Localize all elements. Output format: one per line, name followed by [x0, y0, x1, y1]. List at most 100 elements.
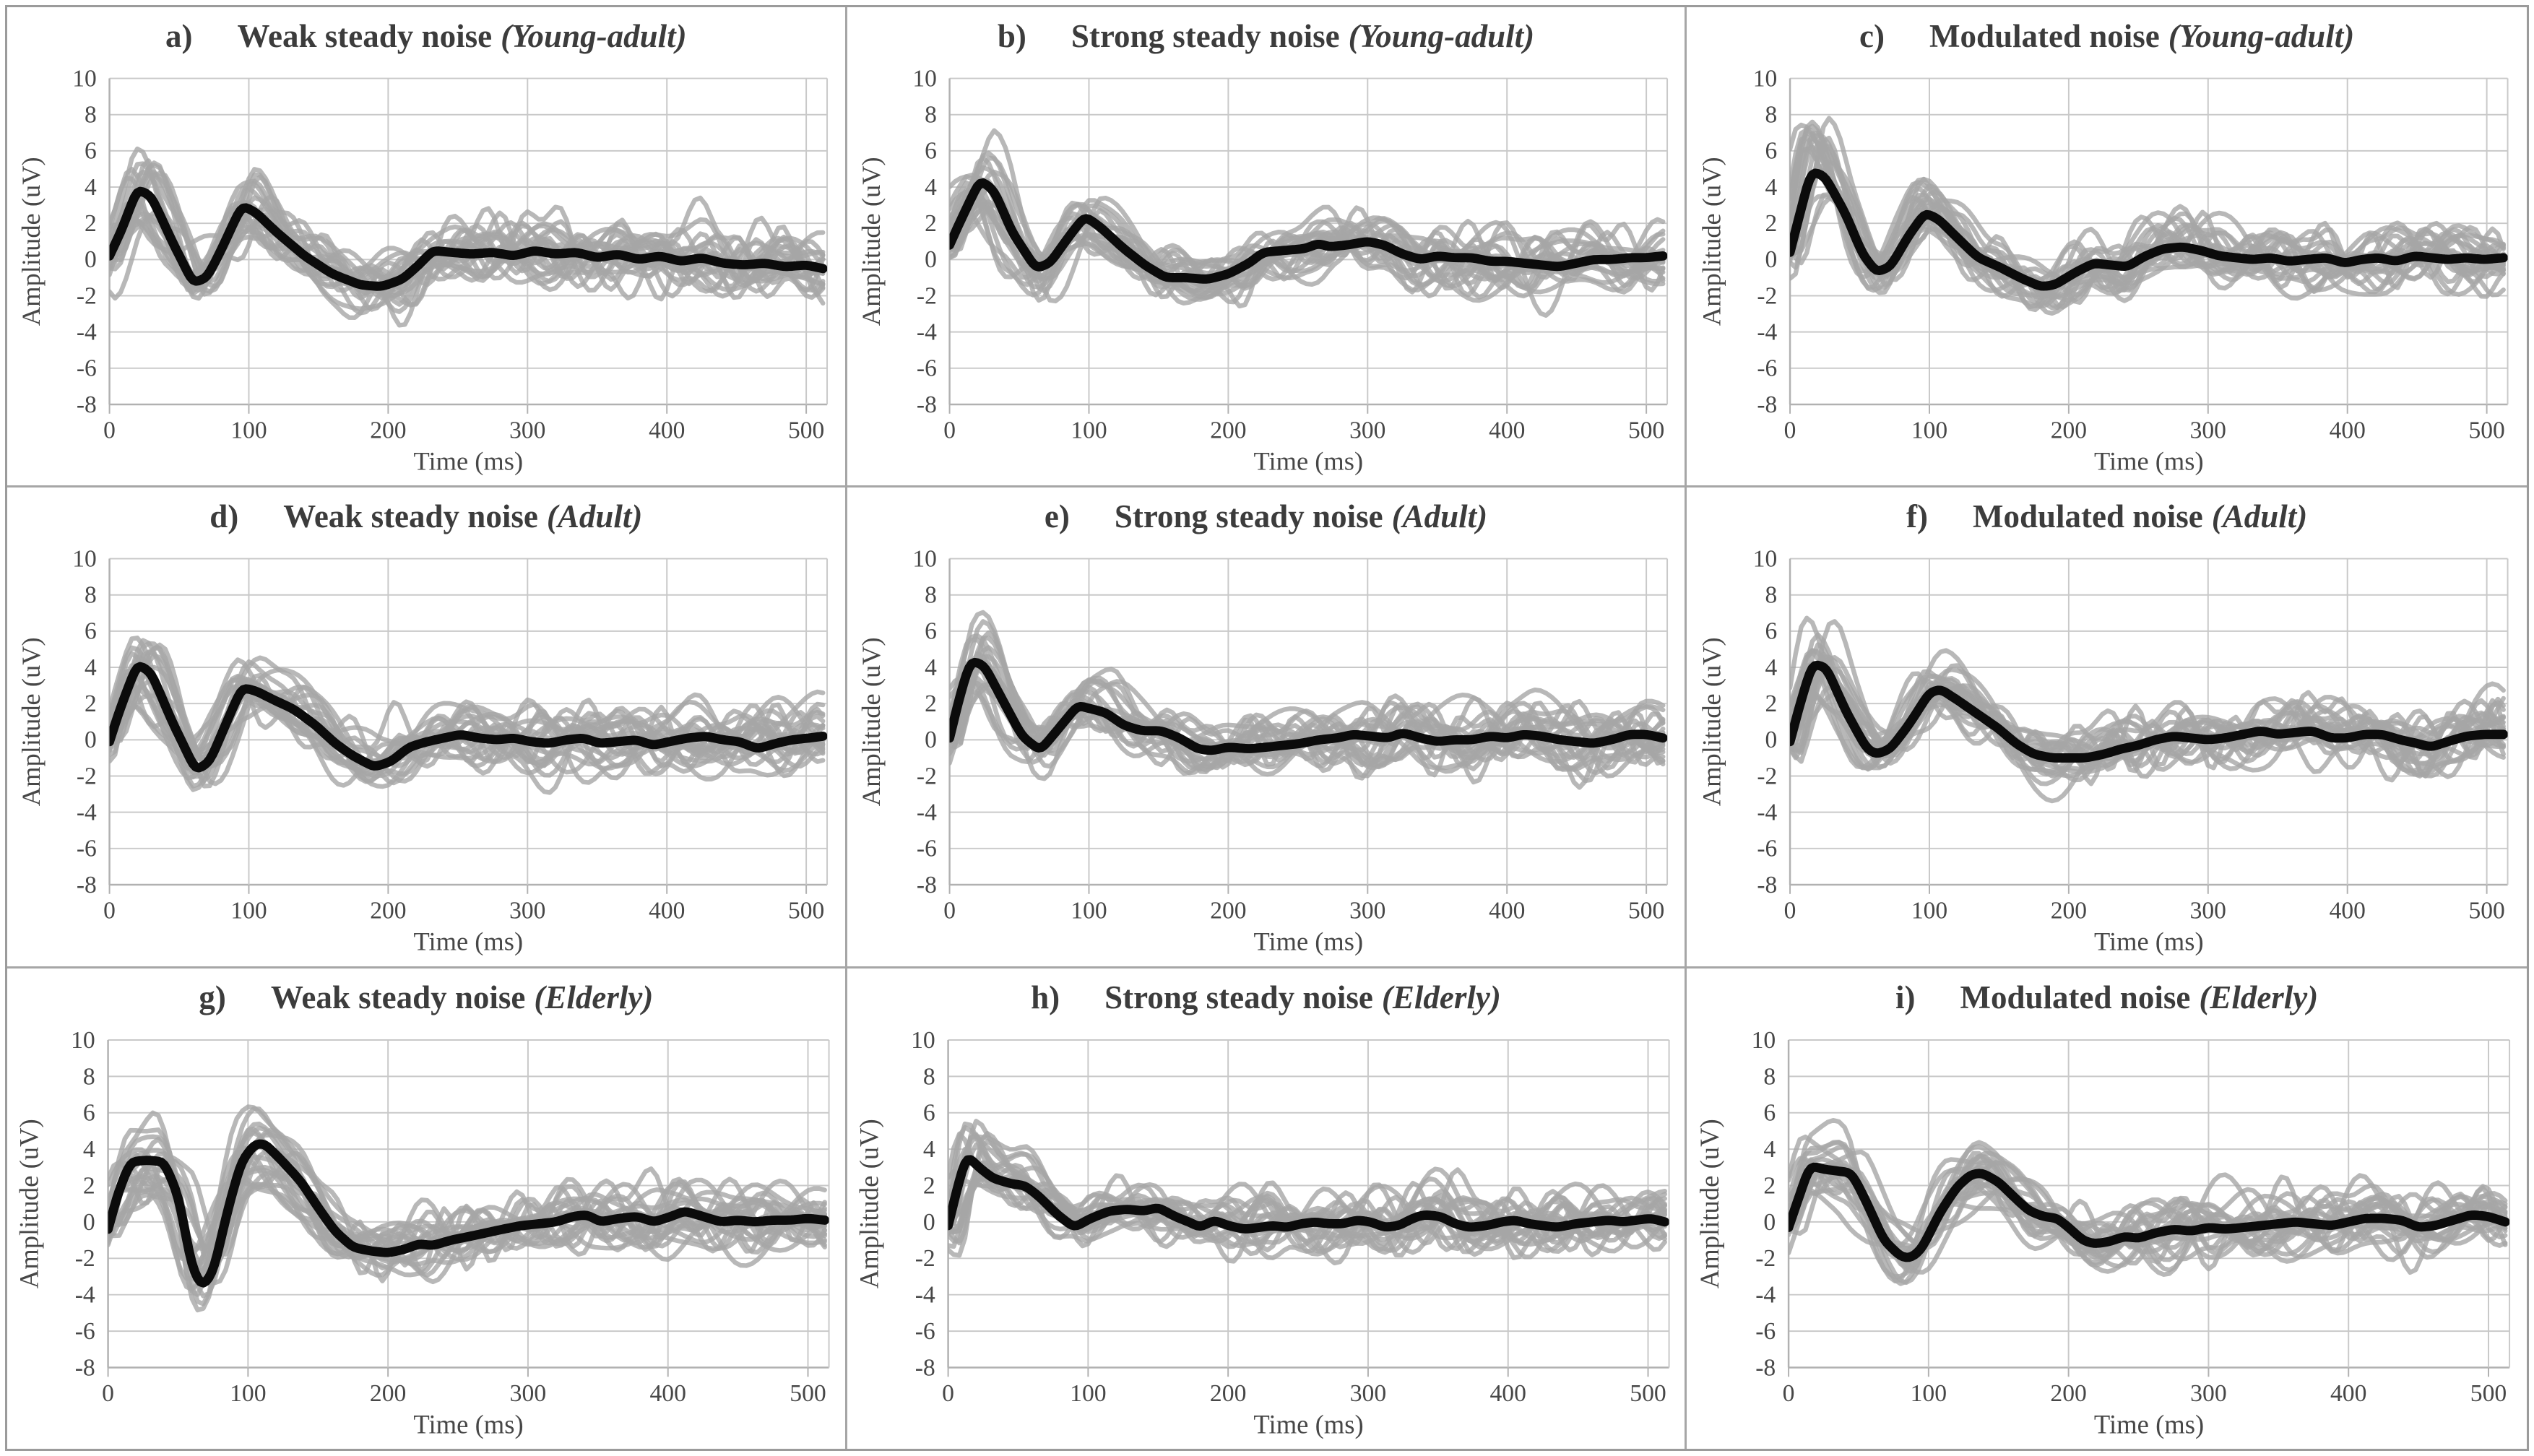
y-tick-label: 2	[1764, 1172, 1776, 1199]
single-trial-trace	[108, 1147, 827, 1286]
individual-traces	[1789, 1117, 2508, 1286]
x-tick-label: 0	[943, 898, 956, 924]
x-tick-label: 500	[2469, 898, 2505, 924]
y-tick-label: 0	[1765, 246, 1778, 273]
x-tick-label: 400	[2330, 417, 2366, 443]
y-tick-label: -4	[917, 318, 937, 345]
y-tick-label: -8	[914, 1354, 935, 1381]
x-tick-label: 100	[1071, 417, 1107, 443]
panel-g: 10 8 6 4 2 0 -2 -4 -6 -8 0 100 200 300 400 500 Amplitude…	[7, 968, 847, 1449]
x-tick-label: 200	[2051, 417, 2087, 443]
panel-e: 10 8 6 4 2 0 -2 -4 -6 -8 0 100 200 300 400 500 Amplitude…	[847, 488, 1687, 968]
x-tick-label: 300	[509, 898, 545, 924]
individual-traces	[108, 1104, 827, 1312]
grand-average-trace	[948, 1155, 1669, 1234]
y-axis-title: Amplitude (uV)	[14, 1119, 44, 1288]
x-tick-label: 300	[510, 1380, 546, 1407]
y-tick-label: 8	[1765, 102, 1778, 129]
y-tick-label: 10	[1753, 65, 1778, 92]
panel-h: 10 8 6 4 2 0 -2 -4 -6 -8 0 100 200 300 400 500 Amplitude…	[847, 968, 1687, 1449]
y-axis-title: Amplitude (uV)	[1698, 638, 1726, 807]
y-tick-labels: 10 8 6 4 2 0 -2 -4 -6 -8	[72, 65, 97, 417]
single-trial-trace	[948, 1169, 1667, 1265]
y-tick-label: 10	[1752, 1027, 1776, 1054]
y-axis-title: Amplitude (uV)	[854, 1119, 883, 1288]
y-tick-label: -8	[77, 872, 97, 898]
y-tick-label: -2	[77, 763, 97, 790]
grand-average-trace	[109, 186, 828, 291]
x-tick-label: 300	[2190, 417, 2226, 443]
x-axis-title: Time (ms)	[2094, 447, 2204, 476]
x-tick-label: 500	[2470, 1380, 2507, 1407]
grid-lines	[1789, 558, 2509, 886]
grand-average-trace	[1789, 1162, 2510, 1262]
y-axis-title: Amplitude (uV)	[1698, 157, 1726, 326]
x-tick-label: 500	[2469, 417, 2505, 443]
y-tick-label: 2	[83, 1172, 95, 1199]
x-tick-labels: 0 100 200 300 400 500	[103, 417, 824, 443]
y-tick-label: 4	[923, 1136, 935, 1163]
figure-grid: 10 8 6 4 2 0 -2 -4 -6 -8 0 100 200 300 400 500 Amplitude…	[5, 5, 2529, 1451]
y-tick-label: 8	[85, 102, 97, 129]
x-axis-title: Time (ms)	[413, 1409, 523, 1439]
x-tick-labels: 0 100 200 300 400 500	[942, 1380, 1666, 1407]
x-axis-ticks	[108, 404, 808, 414]
panel-c: 10 8 6 4 2 0 -2 -4 -6 -8 0 100 200 300 400 500 Amplitude…	[1687, 7, 2527, 488]
x-tick-label: 200	[1210, 1380, 1246, 1407]
x-axis-ticks	[947, 1367, 1649, 1377]
y-tick-label: 2	[925, 210, 937, 237]
x-axis-title: Time (ms)	[2094, 927, 2204, 956]
y-tick-label: 6	[85, 618, 97, 645]
y-tick-label: 0	[83, 1208, 95, 1235]
single-trial-trace	[949, 189, 1666, 291]
y-tick-label: -2	[1757, 282, 1778, 309]
single-trial-trace	[1790, 127, 2507, 289]
x-axis-ticks	[1788, 1367, 2490, 1377]
y-tick-label: 0	[85, 246, 97, 273]
y-tick-label: 6	[83, 1099, 95, 1126]
x-tick-label: 0	[1784, 417, 1796, 443]
x-axis-title: Time (ms)	[1253, 447, 1363, 476]
y-tick-labels: 10 8 6 4 2 0 -2 -4 -6 -8	[71, 1027, 95, 1381]
y-tick-label: 8	[925, 102, 937, 129]
x-tick-label: 200	[1210, 417, 1246, 443]
y-tick-label: 0	[925, 246, 937, 273]
y-tick-label: -6	[917, 836, 937, 862]
y-tick-label: -6	[1756, 1318, 1776, 1345]
single-trial-trace	[109, 657, 826, 779]
grand-average-trace	[109, 662, 828, 773]
x-tick-label: 0	[103, 898, 116, 924]
y-tick-label: -8	[75, 1354, 95, 1381]
single-trial-trace	[1790, 130, 2507, 298]
x-tick-label: 0	[103, 417, 116, 443]
y-tick-label: -8	[1757, 391, 1778, 418]
x-tick-labels: 0 100 200 300 400 500	[1784, 898, 2505, 924]
y-tick-label: 4	[83, 1136, 95, 1163]
y-tick-label: 2	[1765, 210, 1778, 237]
y-tick-label: -2	[917, 763, 937, 790]
x-tick-label: 300	[1349, 417, 1385, 443]
y-tick-label: 6	[1765, 618, 1778, 645]
x-tick-label: 500	[788, 417, 824, 443]
x-axis-ticks	[948, 885, 1647, 895]
x-axis-title: Time (ms)	[2094, 1409, 2204, 1439]
y-tick-label: -6	[77, 836, 97, 862]
x-axis-title: Time (ms)	[414, 447, 524, 476]
single-trial-trace	[948, 1151, 1667, 1246]
y-tick-labels: 10 8 6 4 2 0 -2 -4 -6 -8	[1753, 65, 1778, 417]
y-tick-label: -4	[77, 800, 97, 826]
individual-traces	[948, 1118, 1667, 1265]
y-tick-label: 6	[925, 618, 937, 645]
y-axis-title: Amplitude (uV)	[1695, 1119, 1724, 1288]
y-tick-label: 6	[925, 138, 937, 165]
x-axis-ticks	[1789, 404, 2488, 414]
single-trial-trace	[109, 653, 826, 789]
x-tick-label: 100	[230, 417, 267, 443]
y-tick-label: -2	[77, 282, 97, 309]
y-tick-label: 6	[85, 138, 97, 165]
y-tick-label: -6	[1757, 836, 1778, 862]
y-tick-label: -6	[75, 1318, 95, 1345]
y-tick-label: 4	[1764, 1136, 1776, 1163]
